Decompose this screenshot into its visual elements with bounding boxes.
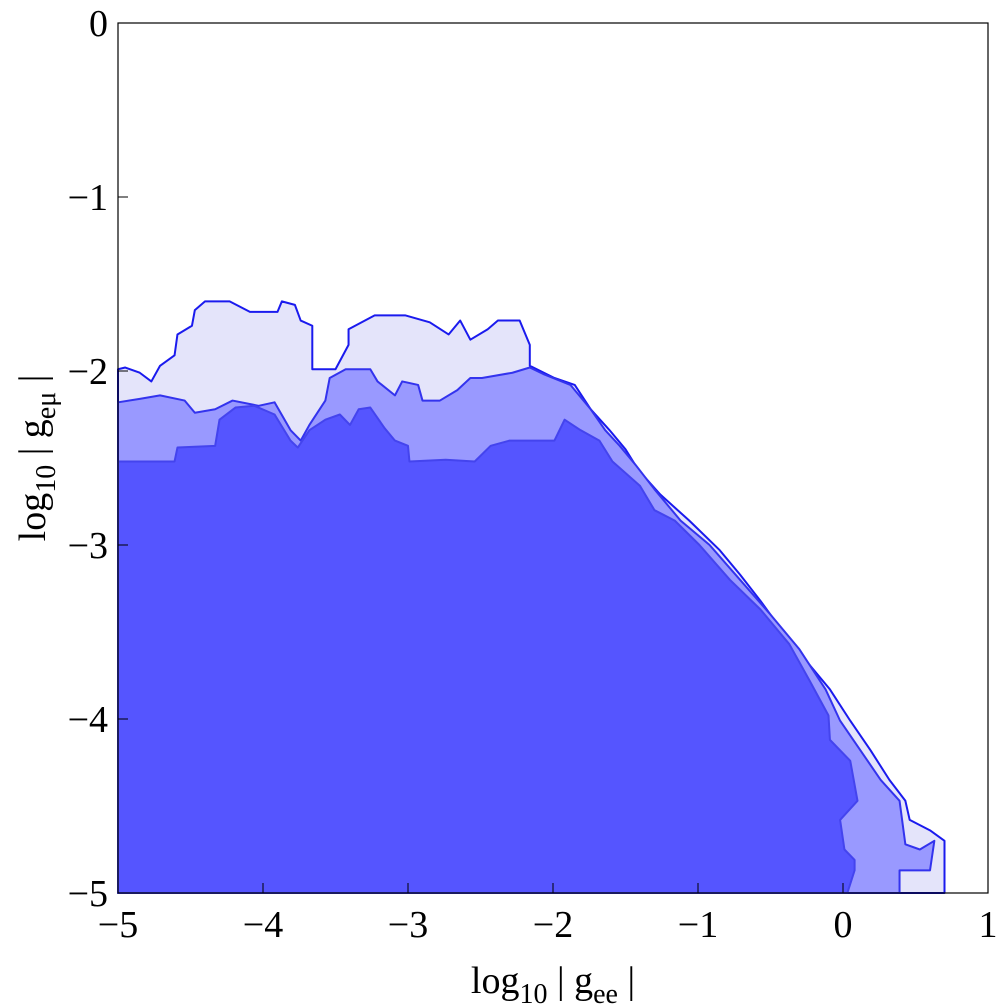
y-tick-label: −2 [68, 351, 108, 393]
y-tick-label: −3 [68, 525, 108, 567]
region [117, 404, 859, 894]
label-part: | g [547, 960, 593, 1002]
x-tick-label: −4 [243, 904, 283, 946]
label-part: | [618, 960, 635, 1002]
label-sub: 10 [519, 979, 547, 1008]
label-sub: ee [593, 979, 618, 1008]
y-tick-label: −5 [68, 873, 108, 915]
label-sub: eμ [31, 392, 62, 419]
x-tick-label: −1 [678, 904, 718, 946]
x-axis-label: log10 | gee | [471, 960, 635, 1008]
x-tick-label: −2 [533, 904, 573, 946]
x-tick-label: 0 [834, 904, 853, 946]
x-tick-label: 1 [979, 904, 998, 946]
y-tick-label: −1 [68, 177, 108, 219]
y-tick-label: −4 [68, 699, 108, 741]
label-part: | [12, 375, 54, 392]
y-axis-label: log10 | geμ | [12, 375, 62, 542]
x-tick-label: −3 [388, 904, 428, 946]
y-tick-label: 0 [89, 3, 108, 45]
x-tick-label: −5 [98, 904, 138, 946]
label-part: log [12, 493, 54, 542]
label-part: log [471, 960, 520, 1002]
label-sub: 10 [31, 465, 62, 493]
label-part: | g [12, 419, 54, 465]
